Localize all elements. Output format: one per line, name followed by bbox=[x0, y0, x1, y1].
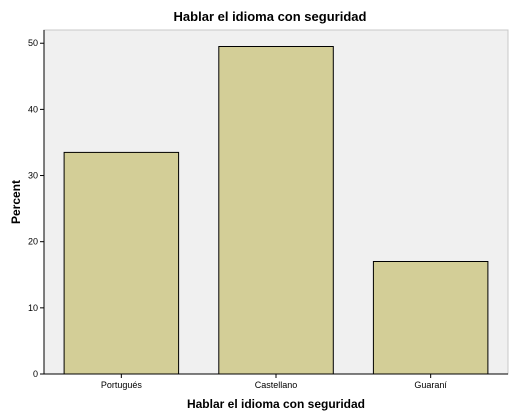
x-tick-label: Guaraní bbox=[414, 380, 447, 390]
bar-2 bbox=[372, 261, 489, 375]
bar-0 bbox=[63, 151, 180, 375]
x-tick-label: Portugués bbox=[101, 380, 143, 390]
y-tick-label: 20 bbox=[28, 237, 38, 247]
y-tick-label: 0 bbox=[33, 369, 38, 379]
y-tick-label: 50 bbox=[28, 38, 38, 48]
y-tick-label: 30 bbox=[28, 171, 38, 181]
bar-1 bbox=[218, 46, 334, 375]
x-axis-ticks: Portugués Castellano Guaraní bbox=[101, 374, 447, 390]
bars-group bbox=[63, 46, 489, 375]
y-tick-label: 10 bbox=[28, 303, 38, 313]
y-axis-ticks: 0 10 20 30 40 50 bbox=[28, 38, 44, 379]
x-tick-label: Castellano bbox=[255, 380, 298, 390]
x-axis-label: Hablar el idioma con seguridad bbox=[187, 397, 365, 411]
y-tick-label: 40 bbox=[28, 104, 38, 114]
chart-title: Hablar el idioma con seguridad bbox=[174, 9, 367, 24]
y-axis-label: Percent bbox=[9, 180, 23, 224]
